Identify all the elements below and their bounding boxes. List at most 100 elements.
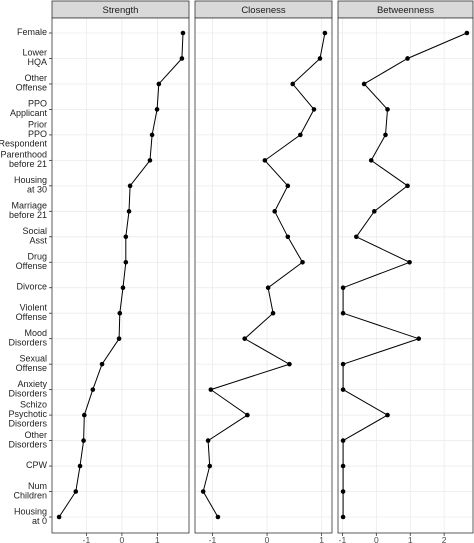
point bbox=[340, 387, 346, 392]
point bbox=[149, 132, 155, 138]
point bbox=[300, 259, 305, 265]
point bbox=[371, 209, 377, 214]
y-tick-label-line: Asst bbox=[29, 236, 47, 246]
y-tick-label-line: Social bbox=[22, 226, 47, 236]
y-tick-label-line: Parenthood bbox=[0, 150, 47, 160]
y-tick-label: Housing at 30 bbox=[14, 175, 47, 195]
point bbox=[407, 259, 412, 265]
y-tick-label: Marriage before 21 bbox=[9, 201, 47, 221]
point bbox=[383, 132, 388, 138]
y-tick-label-line: Prior bbox=[28, 120, 47, 130]
point bbox=[123, 259, 129, 265]
y-tick-label-line: PPO bbox=[28, 99, 47, 109]
y-tick-label: Divorce bbox=[16, 282, 47, 292]
point bbox=[340, 361, 346, 367]
point bbox=[340, 310, 346, 316]
y-tick-label-line: Lower bbox=[22, 48, 47, 58]
point bbox=[385, 412, 390, 418]
y-tick-label-line: Applicant bbox=[10, 109, 48, 119]
y-tick-label-line: before 21 bbox=[9, 159, 47, 169]
point bbox=[340, 463, 346, 469]
y-tick-label-line: before 21 bbox=[9, 210, 47, 220]
y-tick-label: Social Asst bbox=[22, 226, 47, 246]
y-tick-label-line: PPO bbox=[28, 129, 47, 139]
point bbox=[242, 336, 247, 341]
y-tick-label-line: Disorders bbox=[8, 440, 47, 450]
point bbox=[285, 183, 291, 189]
y-tick-label-line: Sexual bbox=[19, 354, 47, 364]
point bbox=[298, 132, 303, 138]
point bbox=[127, 183, 133, 189]
x-tick-label: -1 bbox=[83, 535, 91, 543]
y-tick-label-line: Num bbox=[28, 481, 47, 491]
y-tick-label-line: Housing bbox=[14, 175, 47, 185]
line bbox=[342, 32, 468, 517]
x-tick-label: 0 bbox=[374, 535, 379, 543]
strip-label: Closeness bbox=[241, 5, 286, 16]
point bbox=[154, 107, 160, 112]
point bbox=[285, 234, 291, 240]
y-tick-label: Female bbox=[17, 27, 47, 37]
y-tick-label-line: Children bbox=[13, 491, 47, 501]
point bbox=[81, 438, 86, 443]
y-tick-label-line: Mood bbox=[24, 328, 47, 338]
point bbox=[180, 30, 186, 36]
y-tick-label-line: Disorders bbox=[8, 389, 47, 399]
y-tick-label-line: Respondent bbox=[0, 139, 47, 149]
line bbox=[58, 32, 184, 518]
x-tick-label: 2 bbox=[442, 535, 447, 543]
point bbox=[311, 107, 317, 112]
strip-label: Betweenness bbox=[377, 5, 434, 16]
y-tick-label-line: Divorce bbox=[16, 282, 47, 292]
x-tick-label: -1 bbox=[339, 535, 347, 543]
y-tick-label-line: at 30 bbox=[27, 185, 47, 195]
point bbox=[405, 56, 410, 61]
y-tick-label-line: Psychotic bbox=[8, 409, 47, 419]
point bbox=[317, 56, 323, 61]
y-tick-label-line: Anxiety bbox=[17, 379, 47, 389]
point bbox=[207, 463, 213, 469]
y-tick-label: Housing at 0 bbox=[14, 507, 47, 527]
panel bbox=[338, 18, 473, 533]
point bbox=[123, 234, 129, 240]
point bbox=[340, 514, 346, 520]
panel-border bbox=[51, 17, 190, 534]
point bbox=[272, 209, 277, 214]
point bbox=[354, 234, 359, 240]
y-tick-label: Drug Offense bbox=[16, 252, 47, 272]
point bbox=[245, 412, 250, 418]
y-tick-label-line: Disorders bbox=[8, 419, 47, 429]
y-tick-label: Anxiety Disorders bbox=[8, 379, 47, 399]
point bbox=[99, 361, 105, 367]
y-tick-label-line: HQA bbox=[27, 58, 47, 68]
x-tick-label: 1 bbox=[408, 535, 413, 543]
y-tick-label-line: Other bbox=[24, 430, 47, 440]
strip-label: Strength bbox=[103, 5, 139, 16]
point bbox=[73, 489, 79, 494]
point bbox=[205, 438, 211, 443]
y-tick-label-line: Schizo bbox=[20, 400, 47, 410]
y-tick-label-line: Offense bbox=[16, 363, 47, 373]
panel-border bbox=[194, 17, 333, 534]
point bbox=[262, 158, 268, 163]
y-tick-label-line: Disorders bbox=[8, 338, 47, 348]
y-tick-label: Parenthood before 21 bbox=[0, 150, 47, 170]
point bbox=[90, 387, 96, 392]
x-tick-label: 1 bbox=[155, 535, 160, 543]
point bbox=[464, 30, 470, 36]
panel bbox=[195, 18, 332, 533]
y-tick-label-line: Housing bbox=[14, 507, 47, 517]
point bbox=[340, 489, 346, 494]
y-tick-label-line: at 0 bbox=[32, 516, 47, 526]
point bbox=[368, 158, 374, 163]
y-tick-label: Other Disorders bbox=[8, 430, 47, 450]
point bbox=[120, 285, 126, 291]
y-tick-label: Sexual Offense bbox=[16, 354, 47, 374]
y-tick-label-line: Offense bbox=[16, 83, 47, 93]
x-tick-label: 1 bbox=[319, 535, 324, 543]
point bbox=[385, 107, 390, 112]
y-tick-label-line: Drug bbox=[27, 252, 47, 262]
point bbox=[81, 412, 87, 418]
point bbox=[287, 361, 292, 367]
y-tick-label-line: CPW bbox=[26, 460, 48, 470]
